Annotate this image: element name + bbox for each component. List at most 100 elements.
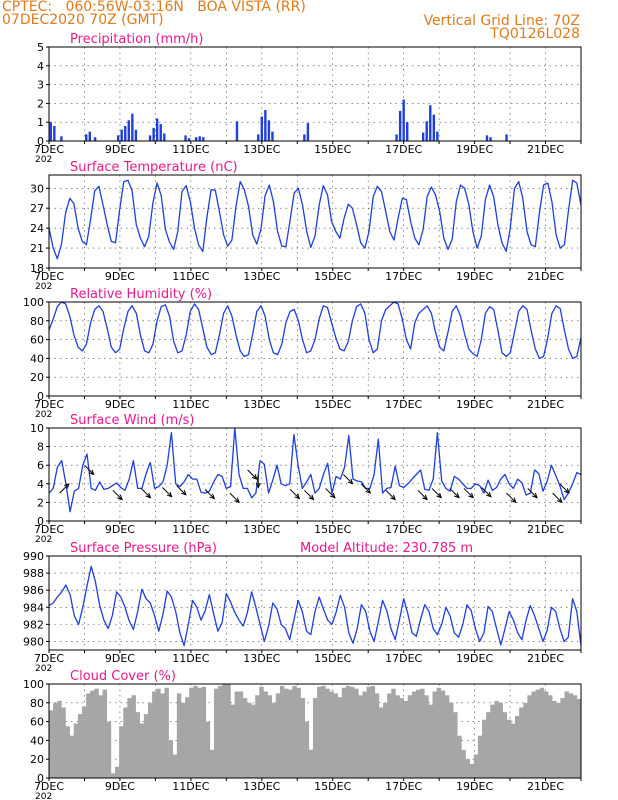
precip-bar bbox=[425, 121, 428, 141]
cloud-bar bbox=[106, 721, 112, 778]
cloud-bar bbox=[86, 693, 91, 778]
panel-3: 0 20 40 60 80 100 7DEC 9DEC 11DEC 13DEC 15DEC 17DEC… bbox=[23, 287, 582, 420]
wind-arrow bbox=[162, 487, 173, 498]
x-tick-label: 15DEC bbox=[314, 523, 351, 536]
x-tick-label: 19DEC bbox=[456, 270, 493, 283]
precip-bar bbox=[88, 131, 91, 141]
cloud-bar bbox=[321, 685, 326, 778]
cloud-bar bbox=[292, 685, 297, 778]
station-line: CPTEC: 060:56W-03:16N BOA VISTA (RR) bbox=[2, 0, 306, 15]
x-tick-label: 7DEC bbox=[34, 398, 64, 411]
cloud-bar bbox=[564, 691, 569, 778]
wind-arrow bbox=[140, 488, 151, 498]
cloud-bar bbox=[246, 702, 252, 778]
cloud-bar bbox=[510, 723, 516, 778]
cloud-bar bbox=[486, 712, 491, 778]
cloud-bar bbox=[90, 690, 95, 778]
wind-arrow bbox=[204, 489, 215, 499]
cloud-bar bbox=[284, 688, 289, 778]
x-tick-label: 11DEC bbox=[172, 780, 209, 793]
wind-arrow-head bbox=[117, 494, 123, 501]
cloud-bar bbox=[552, 700, 557, 778]
wind-arrow-head bbox=[556, 497, 563, 504]
cloud-bar bbox=[560, 698, 565, 778]
precip-bar bbox=[260, 116, 263, 141]
x-tick-label: 13DEC bbox=[243, 270, 280, 283]
cloud-bar bbox=[123, 707, 128, 778]
y-tick-label: 100 bbox=[23, 678, 44, 691]
x-tick-label: 13DEC bbox=[243, 652, 280, 665]
precip-bar bbox=[235, 121, 239, 141]
y-tick-label: 8 bbox=[37, 441, 44, 454]
panel-title: Cloud Cover (%) bbox=[70, 669, 176, 684]
cloud-bar bbox=[576, 699, 582, 778]
x-tick-label: 13DEC bbox=[243, 780, 280, 793]
x-tick-label: 17DEC bbox=[385, 523, 422, 536]
precip-bar bbox=[85, 134, 88, 141]
wind-arrow-head bbox=[255, 482, 261, 489]
cloud-bar bbox=[127, 698, 132, 778]
cloud-bar bbox=[69, 735, 75, 778]
cloud-bar bbox=[473, 754, 479, 778]
precip-bar bbox=[436, 131, 439, 141]
wind-arrow bbox=[527, 488, 538, 498]
series-line bbox=[48, 301, 582, 360]
precip-bar bbox=[116, 135, 120, 141]
y-tick-label: 80 bbox=[30, 697, 44, 710]
y-tick-label: 0 bbox=[37, 772, 44, 785]
cloud-bar bbox=[482, 719, 487, 778]
precip-bar bbox=[131, 113, 134, 141]
cloud-bar bbox=[193, 685, 198, 778]
x-tick-label: 19DEC bbox=[456, 780, 493, 793]
cloud-bar bbox=[337, 697, 343, 778]
wind-arrow-head bbox=[329, 492, 336, 499]
cloud-bar bbox=[391, 688, 396, 778]
wind-arrow-head bbox=[180, 489, 187, 496]
wind-arrow bbox=[417, 489, 428, 500]
cloud-bar bbox=[271, 702, 277, 778]
x-tick-label: 17DEC bbox=[385, 780, 422, 793]
precip-bar bbox=[303, 134, 306, 141]
wind-arrow bbox=[481, 487, 492, 498]
precip-bar bbox=[257, 134, 260, 141]
cloud-bar bbox=[147, 702, 153, 778]
cloud-bar bbox=[288, 689, 293, 778]
y-tick-label: 21 bbox=[30, 242, 44, 255]
cloud-bar bbox=[519, 707, 524, 778]
x-tick-label: 21DEC bbox=[527, 398, 564, 411]
precip-bar bbox=[432, 114, 436, 141]
x-tick-label: 11DEC bbox=[172, 652, 209, 665]
cloud-bar bbox=[49, 710, 54, 778]
cloud-bar bbox=[255, 695, 260, 778]
wind-arrow-head bbox=[564, 488, 570, 494]
cloud-bar bbox=[238, 691, 244, 778]
y-tick-label: 2 bbox=[37, 496, 44, 509]
x-tick-label: 7DEC bbox=[34, 523, 64, 536]
precip-bar bbox=[395, 134, 398, 141]
x-tick-label: 7DEC bbox=[34, 270, 64, 283]
precip-bar bbox=[398, 110, 402, 141]
wind-arrow-head bbox=[422, 494, 428, 501]
y-tick-label: 984 bbox=[23, 601, 44, 614]
y-tick-label: 0 bbox=[37, 135, 44, 148]
x-tick-label: 13DEC bbox=[243, 523, 280, 536]
x-tick-label: 15DEC bbox=[314, 398, 351, 411]
precip-bar bbox=[402, 99, 405, 141]
y-tick-label: 990 bbox=[23, 550, 44, 563]
y-tick-label: 24 bbox=[30, 222, 44, 235]
y-tick-label: 6 bbox=[37, 459, 44, 472]
wind-arrow bbox=[112, 489, 123, 500]
wind-arrow bbox=[229, 492, 240, 503]
precip-bar bbox=[202, 137, 205, 141]
y-tick-label: 0 bbox=[37, 515, 44, 528]
precip-bar bbox=[60, 136, 63, 141]
x-tick-label: 7DEC bbox=[34, 143, 64, 156]
cloud-bar bbox=[366, 686, 371, 778]
cloud-bar bbox=[160, 693, 165, 778]
panel-frame bbox=[48, 46, 582, 142]
cloud-bar bbox=[119, 726, 124, 778]
precip-bar bbox=[159, 124, 162, 141]
grid-note: Vertical Grid Line: 70Z bbox=[423, 13, 580, 29]
wind-arrow-head bbox=[436, 492, 443, 499]
y-tick-label: 4 bbox=[37, 478, 44, 491]
